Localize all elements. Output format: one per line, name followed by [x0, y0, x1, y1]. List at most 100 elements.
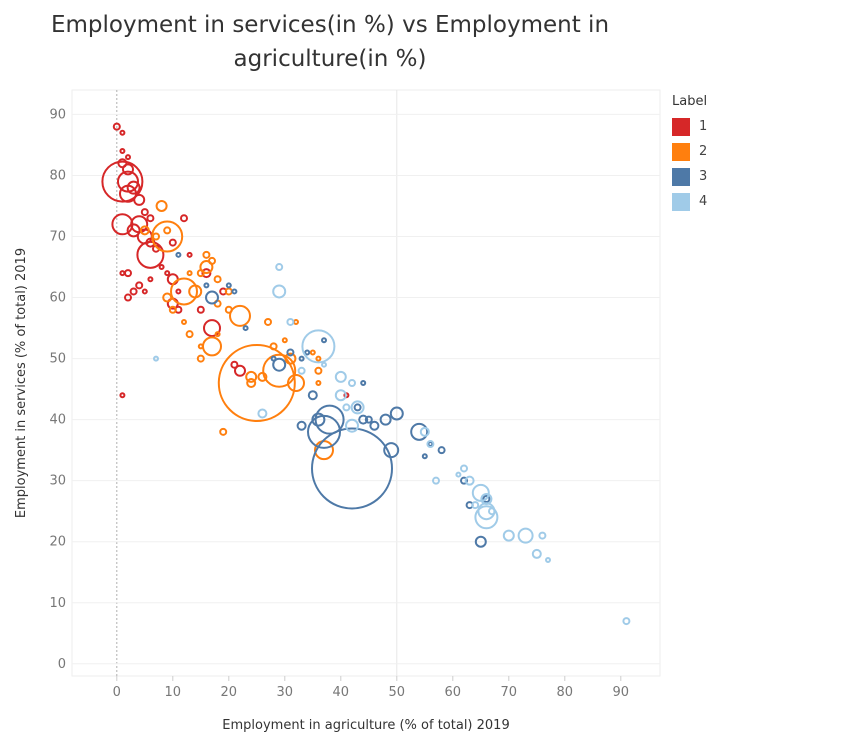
data-point-series-4[interactable] — [622, 617, 631, 626]
data-point-series-4[interactable] — [275, 263, 284, 272]
data-point-series-4[interactable] — [460, 464, 468, 473]
data-point-series-3[interactable] — [369, 420, 380, 431]
data-point-series-3[interactable] — [364, 415, 373, 424]
data-point-series-3[interactable] — [225, 282, 232, 289]
data-point-series-4[interactable] — [348, 379, 356, 387]
data-point-series-1[interactable] — [125, 154, 131, 161]
data-point-series-1[interactable] — [201, 268, 212, 279]
data-point-series-1[interactable] — [119, 129, 126, 136]
data-point-series-4[interactable] — [432, 476, 440, 485]
data-point-series-1[interactable] — [230, 360, 239, 369]
data-point-series-4[interactable] — [545, 557, 551, 564]
data-point-series-2[interactable] — [186, 270, 193, 277]
data-point-series-2[interactable] — [181, 318, 187, 325]
data-point-series-1[interactable] — [175, 288, 182, 295]
data-point-series-3[interactable] — [286, 348, 295, 357]
data-point-series-4[interactable] — [538, 531, 547, 540]
data-point-series-1[interactable] — [140, 208, 149, 217]
data-point-series-1[interactable] — [158, 264, 165, 271]
data-point-series-1[interactable] — [101, 160, 144, 203]
data-point-series-3[interactable] — [437, 446, 446, 455]
data-point-series-3[interactable] — [421, 453, 428, 460]
data-point-series-2[interactable] — [197, 343, 204, 350]
data-point-series-2[interactable] — [168, 305, 177, 314]
data-point-series-3[interactable] — [296, 420, 307, 431]
data-point-series-2[interactable] — [163, 226, 172, 235]
data-point-series-3[interactable] — [389, 406, 404, 421]
data-point-series-1[interactable] — [112, 122, 121, 131]
data-point-series-1[interactable] — [122, 163, 134, 176]
data-point-series-2[interactable] — [264, 317, 272, 326]
data-point-series-4[interactable] — [455, 471, 462, 478]
data-point-series-4[interactable] — [517, 527, 534, 544]
data-point-series-1[interactable] — [234, 364, 246, 377]
data-point-series-2[interactable] — [196, 354, 205, 363]
data-point-series-3[interactable] — [298, 355, 305, 362]
data-point-series-1[interactable] — [126, 180, 141, 195]
data-point-series-2[interactable] — [155, 199, 168, 212]
data-point-series-4[interactable] — [426, 440, 435, 449]
data-point-series-1[interactable] — [136, 240, 165, 269]
data-point-series-1[interactable] — [124, 269, 132, 278]
data-point-series-1[interactable] — [119, 184, 137, 203]
data-point-series-2[interactable] — [281, 337, 288, 344]
data-point-series-3[interactable] — [460, 476, 468, 485]
data-point-series-3[interactable] — [353, 403, 362, 412]
data-point-series-3[interactable] — [311, 427, 393, 510]
data-point-series-2[interactable] — [217, 344, 296, 422]
data-point-series-3[interactable] — [231, 288, 238, 295]
data-point-series-2[interactable] — [315, 355, 322, 362]
data-point-series-3[interactable] — [482, 494, 491, 503]
data-point-series-2[interactable] — [314, 366, 323, 375]
data-point-series-2[interactable] — [315, 380, 322, 386]
data-point-series-1[interactable] — [111, 213, 134, 236]
data-point-series-4[interactable] — [286, 317, 295, 326]
data-point-series-2[interactable] — [151, 220, 184, 253]
data-point-series-2[interactable] — [229, 304, 251, 327]
data-point-series-2[interactable] — [314, 440, 334, 461]
data-point-series-1[interactable] — [141, 288, 148, 295]
data-point-series-4[interactable] — [301, 329, 336, 364]
data-point-series-3[interactable] — [474, 535, 487, 548]
data-point-series-2[interactable] — [214, 331, 221, 338]
data-point-series-3[interactable] — [427, 441, 434, 448]
data-point-series-2[interactable] — [208, 256, 216, 265]
data-point-series-4[interactable] — [257, 408, 268, 419]
data-point-series-2[interactable] — [262, 353, 297, 388]
legend-item-2[interactable]: 2 — [672, 139, 707, 164]
data-point-series-2[interactable] — [199, 260, 214, 275]
data-point-series-4[interactable] — [531, 548, 542, 559]
data-point-series-2[interactable] — [213, 275, 222, 284]
data-point-series-2[interactable] — [185, 330, 194, 339]
data-point-series-3[interactable] — [383, 442, 400, 459]
data-point-series-3[interactable] — [272, 357, 287, 372]
data-point-series-3[interactable] — [307, 414, 341, 449]
data-point-series-1[interactable] — [164, 270, 171, 277]
data-point-series-4[interactable] — [464, 475, 475, 486]
data-point-series-1[interactable] — [119, 148, 126, 155]
data-point-series-3[interactable] — [360, 380, 367, 386]
data-point-series-3[interactable] — [314, 404, 345, 435]
data-point-series-1[interactable] — [129, 287, 138, 296]
data-point-series-1[interactable] — [119, 270, 126, 277]
data-point-series-1[interactable] — [166, 273, 179, 286]
data-point-series-1[interactable] — [119, 392, 126, 399]
data-point-series-3[interactable] — [321, 337, 327, 344]
data-point-series-3[interactable] — [307, 390, 318, 401]
data-point-series-4[interactable] — [488, 507, 496, 516]
data-point-series-1[interactable] — [135, 281, 144, 290]
data-point-series-2[interactable] — [162, 292, 173, 303]
data-point-series-3[interactable] — [304, 349, 311, 356]
data-point-series-4[interactable] — [272, 284, 287, 299]
data-point-series-4[interactable] — [334, 389, 347, 402]
data-point-series-1[interactable] — [203, 319, 221, 338]
data-point-series-4[interactable] — [471, 501, 480, 510]
data-point-series-3[interactable] — [242, 325, 249, 332]
data-point-series-1[interactable] — [186, 251, 193, 258]
data-point-series-4[interactable] — [321, 361, 327, 368]
data-point-series-1[interactable] — [196, 305, 205, 314]
data-point-series-4[interactable] — [419, 426, 430, 437]
data-point-series-2[interactable] — [246, 378, 257, 388]
data-point-series-4[interactable] — [474, 505, 499, 530]
data-point-series-1[interactable] — [146, 214, 155, 223]
